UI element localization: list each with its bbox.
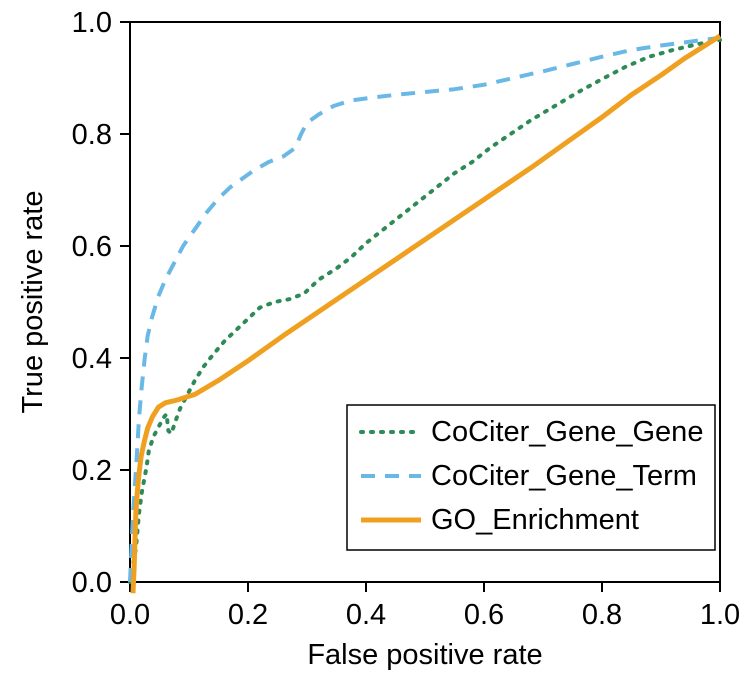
y-tick-label: 0.8 xyxy=(72,119,112,151)
x-ticks: 0.0 0.2 0.4 0.6 0.8 1.0 xyxy=(110,582,740,631)
legend: CoCiter_Gene_Gene CoCiter_Gene_Term GO_Enr… xyxy=(347,405,715,550)
chart-svg: 0.0 0.2 0.4 0.6 0.8 1.0 0.0 0.2 0.4 0.6 0.8 1.0 Co… xyxy=(0,0,750,692)
x-tick-label: 0.0 xyxy=(110,599,150,631)
y-tick-label: 1.0 xyxy=(72,7,112,39)
legend-label: CoCiter_Gene_Gene xyxy=(431,416,703,448)
legend-label: GO_Enrichment xyxy=(431,504,639,536)
y-tick-label: 0.0 xyxy=(72,567,112,599)
y-tick-label: 0.6 xyxy=(72,231,112,263)
x-tick-label: 0.8 xyxy=(582,599,622,631)
roc-chart: 0.0 0.2 0.4 0.6 0.8 1.0 0.0 0.2 0.4 0.6 0.8 1.0 Co… xyxy=(0,0,750,692)
y-axis-label: True positive rate xyxy=(17,191,49,414)
y-tick-label: 0.2 xyxy=(72,455,112,487)
y-ticks: 0.0 0.2 0.4 0.6 0.8 1.0 xyxy=(72,7,130,599)
x-tick-label: 0.6 xyxy=(464,599,504,631)
x-tick-label: 0.4 xyxy=(346,599,386,631)
x-tick-label: 1.0 xyxy=(700,599,740,631)
y-tick-label: 0.4 xyxy=(72,343,112,375)
x-tick-label: 0.2 xyxy=(228,599,268,631)
x-axis-label: False positive rate xyxy=(307,639,542,671)
legend-label: CoCiter_Gene_Term xyxy=(431,460,697,492)
